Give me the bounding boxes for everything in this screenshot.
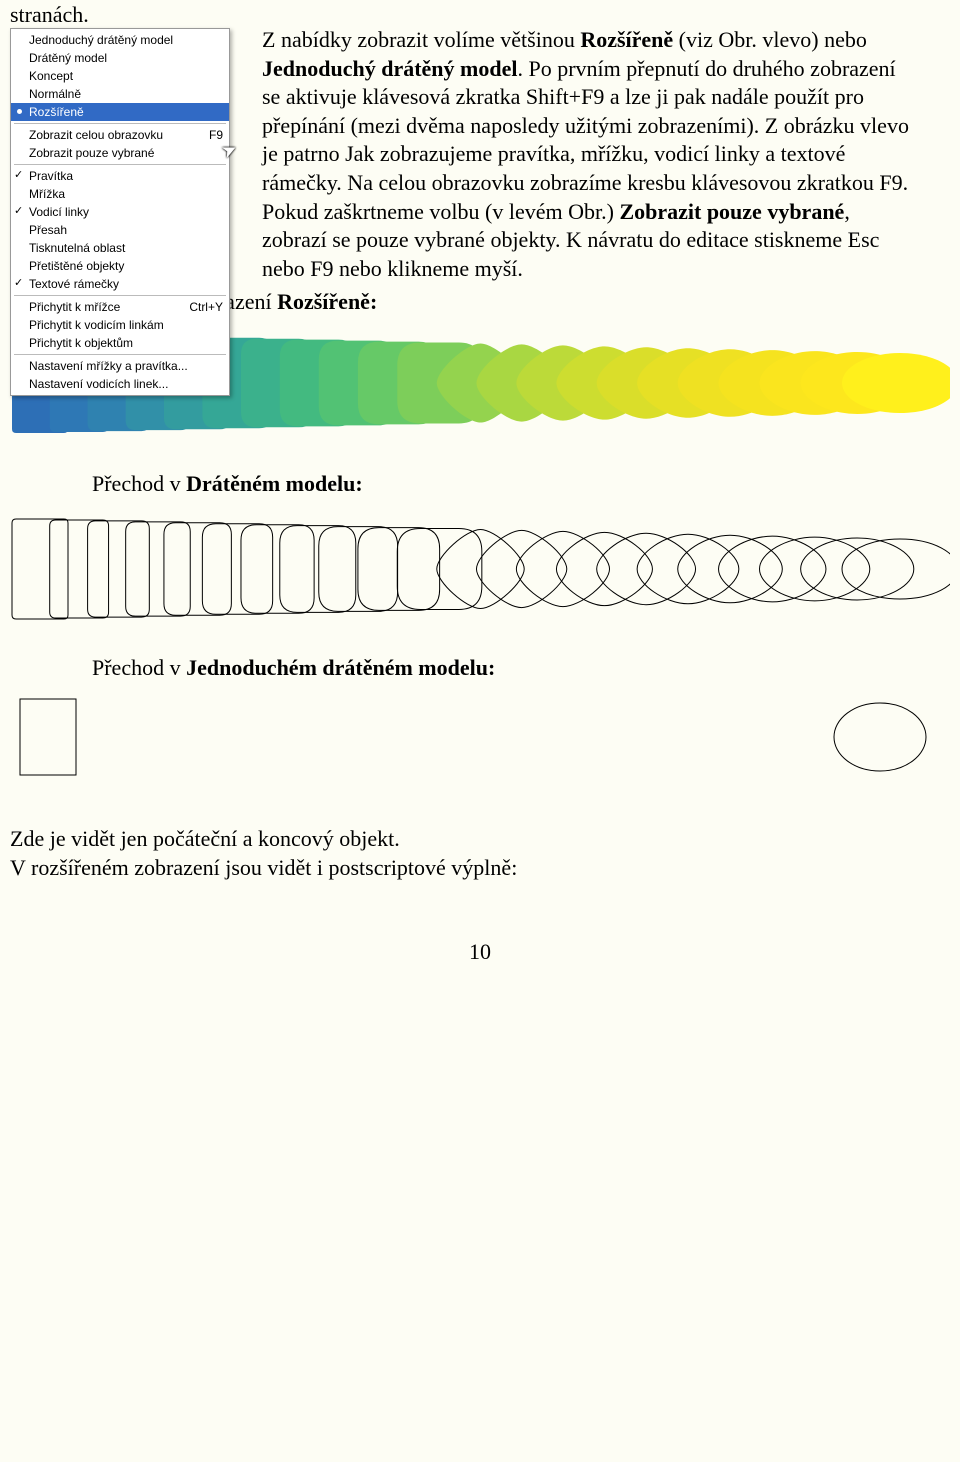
menu-item[interactable]: Normálně bbox=[11, 85, 229, 103]
para-bold: Zobrazit pouze vybrané bbox=[619, 199, 844, 224]
menu-item[interactable]: Rozšířeně bbox=[11, 103, 229, 121]
menu-item[interactable]: Jednoduchý drátěný model bbox=[11, 31, 229, 49]
menu-item[interactable]: Zobrazit pouze vybrané bbox=[11, 144, 229, 162]
menu-item[interactable]: Nastavení vodicích linek... bbox=[11, 375, 229, 393]
main-paragraph: Z nabídky zobrazit volíme většinou Rozší… bbox=[262, 0, 914, 283]
para-bold: Jednoduchý drátěný model bbox=[262, 56, 517, 81]
menu-item[interactable]: Tisknutelná oblast bbox=[11, 239, 229, 257]
page-number: 10 bbox=[0, 939, 960, 965]
caption-bold: Drátěném modelu: bbox=[186, 471, 363, 496]
menu-item[interactable]: Drátěný model bbox=[11, 49, 229, 67]
para-text: (viz Obr. vlevo) nebo bbox=[673, 27, 867, 52]
menu-item[interactable]: Nastavení mřížky a pravítka... bbox=[11, 357, 229, 375]
body-text-fragment: stranách. bbox=[10, 2, 89, 28]
bottom-line1: Zde je vidět jen počáteční a koncový obj… bbox=[10, 825, 960, 854]
menu-item[interactable]: Přetištěné objekty bbox=[11, 257, 229, 275]
caption-text: Přechod v bbox=[92, 655, 186, 680]
wireframe-transition-figure bbox=[10, 503, 950, 635]
caption-text: Přechod v bbox=[92, 471, 186, 496]
menu-item[interactable]: Přichytit k vodicím linkám bbox=[11, 316, 229, 334]
view-context-menu: Jednoduchý drátěný modelDrátěný modelKon… bbox=[10, 28, 230, 396]
bottom-line2: V rozšířeném zobrazení jsou vidět i post… bbox=[10, 854, 960, 883]
para-bold: Rozšířeně bbox=[580, 27, 673, 52]
menu-item[interactable]: ✓Pravítka bbox=[11, 167, 229, 185]
menu-item[interactable]: Koncept bbox=[11, 67, 229, 85]
menu-item[interactable]: Zobrazit celou obrazovkuF9 bbox=[11, 126, 229, 144]
menu-item[interactable]: Mřížka bbox=[11, 185, 229, 203]
caption-bold: Rozšířeně: bbox=[277, 289, 377, 314]
caption-simple-wire: Přechod v Jednoduchém drátěném modelu: bbox=[92, 655, 960, 681]
caption-bold: Jednoduchém drátěném modelu: bbox=[186, 655, 495, 680]
bottom-paragraph: Zde je vidět jen počáteční a koncový obj… bbox=[10, 825, 960, 882]
menu-item[interactable]: Přichytit k objektům bbox=[11, 334, 229, 352]
simple-wireframe-figure bbox=[10, 687, 950, 787]
menu-item[interactable]: ✓Vodicí linky bbox=[11, 203, 229, 221]
menu-item[interactable]: ✓Textové rámečky bbox=[11, 275, 229, 293]
menu-item[interactable]: Přichytit k mřížceCtrl+Y bbox=[11, 298, 229, 316]
caption-wireframe: Přechod v Drátěném modelu: bbox=[92, 471, 960, 497]
para-text: Z nabídky zobrazit volíme většinou bbox=[262, 27, 580, 52]
menu-item[interactable]: Přesah bbox=[11, 221, 229, 239]
